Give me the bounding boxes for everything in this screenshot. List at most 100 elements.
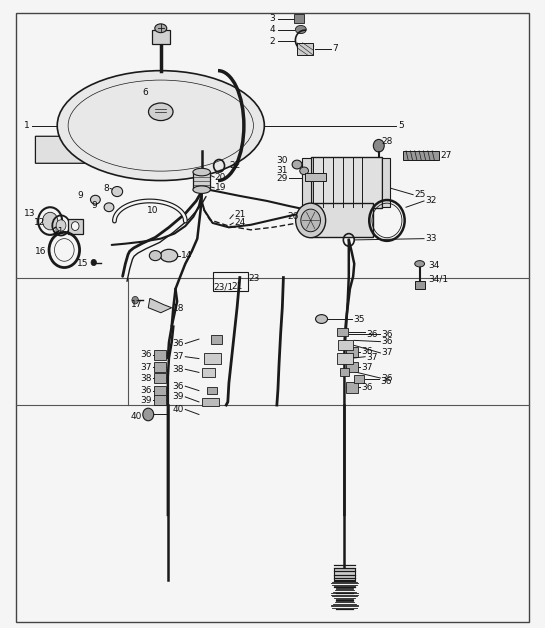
Bar bbox=[403, 151, 439, 160]
Circle shape bbox=[132, 296, 138, 304]
Text: 39: 39 bbox=[140, 396, 152, 404]
Text: 21: 21 bbox=[232, 283, 243, 291]
Circle shape bbox=[54, 239, 74, 261]
Text: 29: 29 bbox=[276, 174, 288, 183]
Text: 27: 27 bbox=[440, 151, 452, 160]
Ellipse shape bbox=[193, 168, 210, 176]
Text: 3: 3 bbox=[269, 14, 275, 23]
Bar bbox=[204, 353, 221, 364]
Ellipse shape bbox=[149, 251, 161, 261]
Text: 19: 19 bbox=[215, 183, 226, 192]
Bar bbox=[337, 353, 353, 364]
Ellipse shape bbox=[90, 195, 100, 204]
Polygon shape bbox=[148, 298, 172, 313]
Bar bbox=[207, 387, 217, 394]
Text: 31: 31 bbox=[276, 166, 288, 175]
Text: 23/1: 23/1 bbox=[213, 283, 233, 291]
Ellipse shape bbox=[295, 26, 306, 34]
Circle shape bbox=[301, 209, 320, 232]
Bar bbox=[202, 368, 215, 377]
Ellipse shape bbox=[415, 261, 425, 267]
Circle shape bbox=[71, 222, 79, 230]
Bar bbox=[354, 375, 364, 383]
Ellipse shape bbox=[316, 315, 328, 323]
Ellipse shape bbox=[148, 103, 173, 121]
Text: 24: 24 bbox=[234, 219, 246, 227]
Text: 9: 9 bbox=[77, 192, 83, 200]
Text: 28: 28 bbox=[382, 137, 393, 146]
Text: 2: 2 bbox=[270, 37, 275, 46]
Text: 36: 36 bbox=[382, 337, 393, 346]
Text: 26: 26 bbox=[287, 212, 299, 220]
Text: 37: 37 bbox=[173, 352, 184, 361]
Bar bbox=[68, 219, 83, 234]
Bar bbox=[340, 368, 349, 376]
Text: 36: 36 bbox=[382, 374, 393, 382]
Text: 12: 12 bbox=[34, 219, 45, 227]
Text: 36: 36 bbox=[361, 383, 372, 392]
Text: 30: 30 bbox=[276, 156, 288, 165]
Text: 36: 36 bbox=[173, 339, 184, 348]
Text: 32: 32 bbox=[425, 197, 437, 205]
Text: 39: 39 bbox=[173, 392, 184, 401]
Text: 15: 15 bbox=[77, 259, 88, 268]
Bar bbox=[346, 362, 358, 372]
Text: 36: 36 bbox=[380, 377, 392, 386]
Text: 21: 21 bbox=[234, 210, 246, 219]
Text: 38: 38 bbox=[140, 374, 152, 382]
Ellipse shape bbox=[155, 24, 167, 33]
Text: 25: 25 bbox=[414, 190, 426, 199]
Bar bbox=[297, 43, 313, 55]
Ellipse shape bbox=[292, 160, 302, 169]
Text: 16: 16 bbox=[35, 247, 46, 256]
Text: 6: 6 bbox=[142, 88, 148, 97]
Bar bbox=[302, 158, 311, 207]
Text: 40: 40 bbox=[130, 413, 142, 421]
Text: 37: 37 bbox=[366, 354, 378, 362]
Text: 36: 36 bbox=[366, 330, 378, 338]
Circle shape bbox=[143, 408, 154, 421]
Text: 5: 5 bbox=[398, 121, 404, 130]
Bar bbox=[311, 203, 373, 237]
Bar bbox=[311, 157, 382, 208]
Ellipse shape bbox=[193, 186, 210, 193]
Text: 35: 35 bbox=[353, 315, 365, 323]
Text: 11: 11 bbox=[53, 227, 64, 236]
Bar bbox=[213, 272, 248, 291]
Ellipse shape bbox=[57, 70, 264, 180]
Text: 36: 36 bbox=[173, 382, 184, 391]
Ellipse shape bbox=[295, 203, 326, 237]
Bar bbox=[294, 14, 304, 23]
Circle shape bbox=[91, 259, 96, 266]
Text: 18: 18 bbox=[173, 305, 185, 313]
Text: 9: 9 bbox=[91, 201, 97, 210]
Text: 22: 22 bbox=[229, 161, 240, 170]
Text: 38: 38 bbox=[173, 365, 184, 374]
Text: 8: 8 bbox=[103, 184, 109, 193]
Bar bbox=[346, 347, 358, 357]
Bar bbox=[334, 568, 355, 580]
Text: 36: 36 bbox=[140, 386, 152, 395]
Text: 36: 36 bbox=[361, 347, 372, 356]
Text: 40: 40 bbox=[173, 405, 184, 414]
Text: 13: 13 bbox=[24, 209, 35, 218]
Bar bbox=[154, 373, 166, 383]
Bar bbox=[154, 362, 166, 372]
Bar bbox=[152, 30, 170, 44]
Text: 23: 23 bbox=[248, 274, 259, 283]
Text: 14: 14 bbox=[181, 251, 192, 260]
Text: 7: 7 bbox=[332, 45, 338, 53]
Text: 37: 37 bbox=[140, 363, 152, 372]
Ellipse shape bbox=[160, 249, 178, 262]
Text: 36: 36 bbox=[382, 330, 393, 338]
Ellipse shape bbox=[112, 187, 123, 197]
Bar bbox=[415, 281, 425, 289]
Circle shape bbox=[43, 212, 58, 230]
Bar bbox=[193, 172, 210, 190]
Bar bbox=[337, 328, 348, 336]
Bar bbox=[305, 173, 326, 181]
Bar bbox=[154, 386, 166, 396]
Polygon shape bbox=[35, 136, 114, 163]
Bar bbox=[211, 335, 222, 344]
Bar bbox=[346, 382, 358, 392]
